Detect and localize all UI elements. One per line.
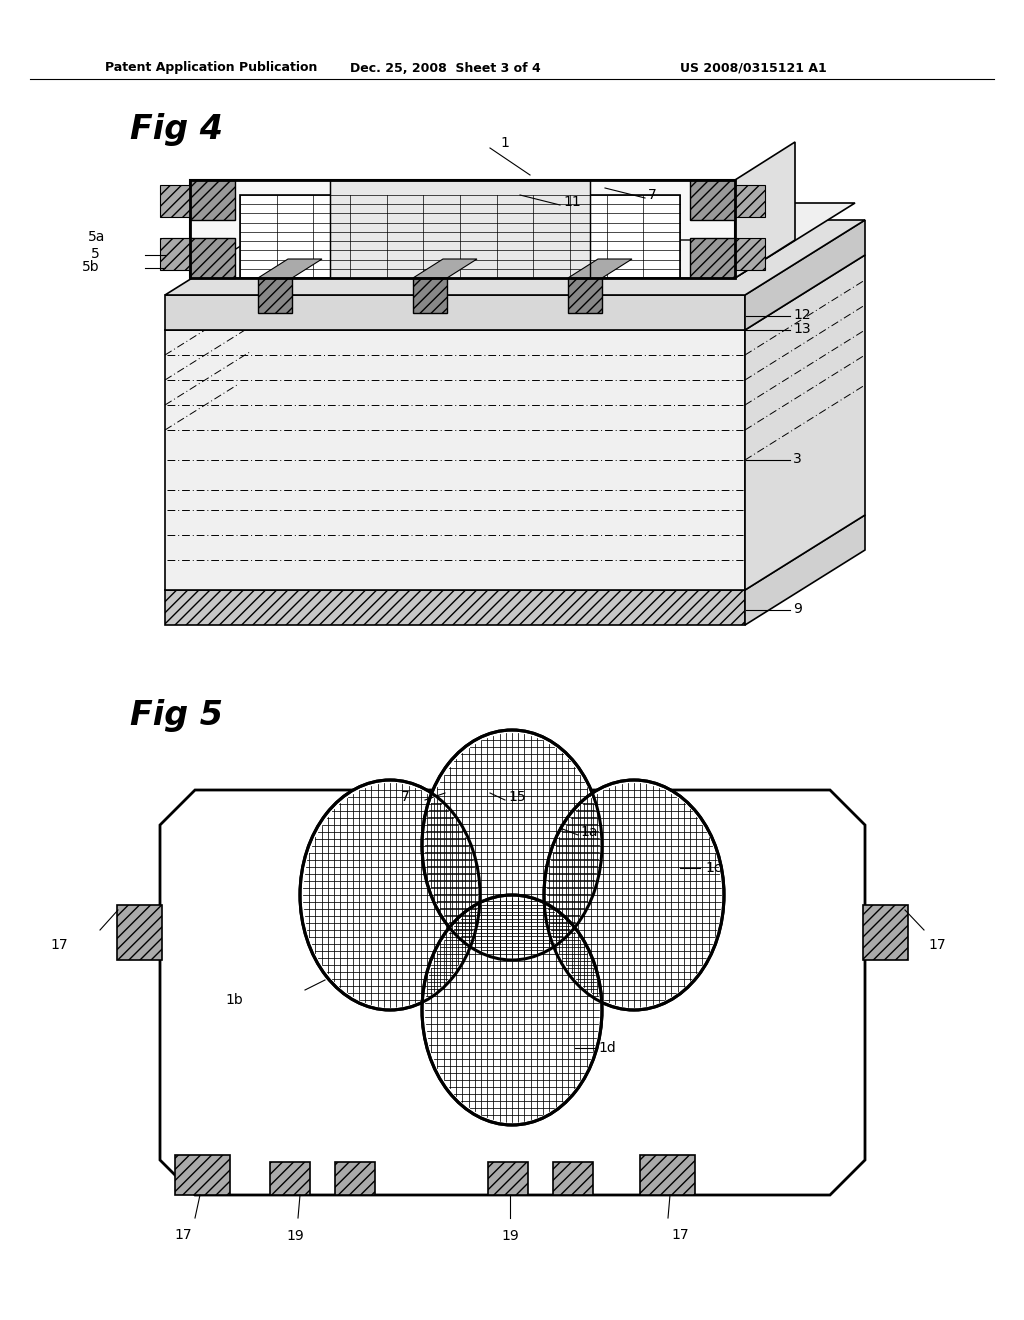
Polygon shape <box>735 238 765 271</box>
Polygon shape <box>165 515 865 590</box>
Text: 19: 19 <box>286 1229 304 1243</box>
Polygon shape <box>640 1155 695 1195</box>
Polygon shape <box>745 220 865 330</box>
Polygon shape <box>568 259 632 279</box>
Text: 1b: 1b <box>225 993 243 1007</box>
Polygon shape <box>190 240 795 279</box>
Polygon shape <box>553 1162 593 1195</box>
Text: 11: 11 <box>563 195 581 209</box>
Text: 5b: 5b <box>82 260 100 275</box>
Polygon shape <box>330 180 590 279</box>
Ellipse shape <box>422 730 602 960</box>
Polygon shape <box>258 259 322 279</box>
Polygon shape <box>413 279 447 313</box>
Polygon shape <box>175 1155 230 1195</box>
Ellipse shape <box>300 780 480 1010</box>
Polygon shape <box>160 185 190 216</box>
Polygon shape <box>690 180 735 220</box>
Text: 12: 12 <box>793 308 811 322</box>
Ellipse shape <box>544 780 724 1010</box>
Polygon shape <box>735 185 765 216</box>
Ellipse shape <box>422 895 602 1125</box>
Text: 17: 17 <box>50 939 68 952</box>
Polygon shape <box>117 906 162 960</box>
Text: 17: 17 <box>671 1228 689 1242</box>
Polygon shape <box>568 279 602 313</box>
Polygon shape <box>335 1162 375 1195</box>
Polygon shape <box>165 294 745 330</box>
Polygon shape <box>413 259 477 279</box>
Polygon shape <box>190 180 735 279</box>
Polygon shape <box>735 143 795 279</box>
Text: 5: 5 <box>91 247 100 261</box>
Text: 1a: 1a <box>580 825 597 840</box>
Polygon shape <box>165 220 865 294</box>
Text: 7: 7 <box>401 789 410 804</box>
Polygon shape <box>488 1162 528 1195</box>
Polygon shape <box>690 238 735 279</box>
Polygon shape <box>165 590 745 624</box>
Text: 17: 17 <box>928 939 945 952</box>
Text: 7: 7 <box>648 187 656 202</box>
Text: 9: 9 <box>793 602 802 616</box>
Text: 5a: 5a <box>88 230 105 244</box>
Text: Dec. 25, 2008  Sheet 3 of 4: Dec. 25, 2008 Sheet 3 of 4 <box>350 62 541 74</box>
Polygon shape <box>863 906 908 960</box>
Text: 1: 1 <box>500 136 509 150</box>
Polygon shape <box>160 789 865 1195</box>
Text: 19: 19 <box>501 1229 519 1243</box>
Text: Fig 5: Fig 5 <box>130 698 223 731</box>
Text: 1d: 1d <box>598 1041 615 1055</box>
Polygon shape <box>258 279 292 313</box>
Text: Fig 4: Fig 4 <box>130 114 223 147</box>
Polygon shape <box>190 238 234 279</box>
Polygon shape <box>165 255 865 330</box>
Text: 17: 17 <box>174 1228 191 1242</box>
Text: 15: 15 <box>508 789 525 804</box>
Text: 13: 13 <box>793 322 811 337</box>
Polygon shape <box>270 1162 310 1195</box>
Text: US 2008/0315121 A1: US 2008/0315121 A1 <box>680 62 826 74</box>
Polygon shape <box>190 203 855 279</box>
Polygon shape <box>745 255 865 590</box>
Text: 1c: 1c <box>705 861 722 875</box>
Text: Patent Application Publication: Patent Application Publication <box>105 62 317 74</box>
Polygon shape <box>165 330 745 590</box>
Polygon shape <box>160 238 190 271</box>
Polygon shape <box>745 515 865 624</box>
Text: 3: 3 <box>793 451 802 466</box>
Polygon shape <box>240 195 680 279</box>
Polygon shape <box>190 180 234 220</box>
